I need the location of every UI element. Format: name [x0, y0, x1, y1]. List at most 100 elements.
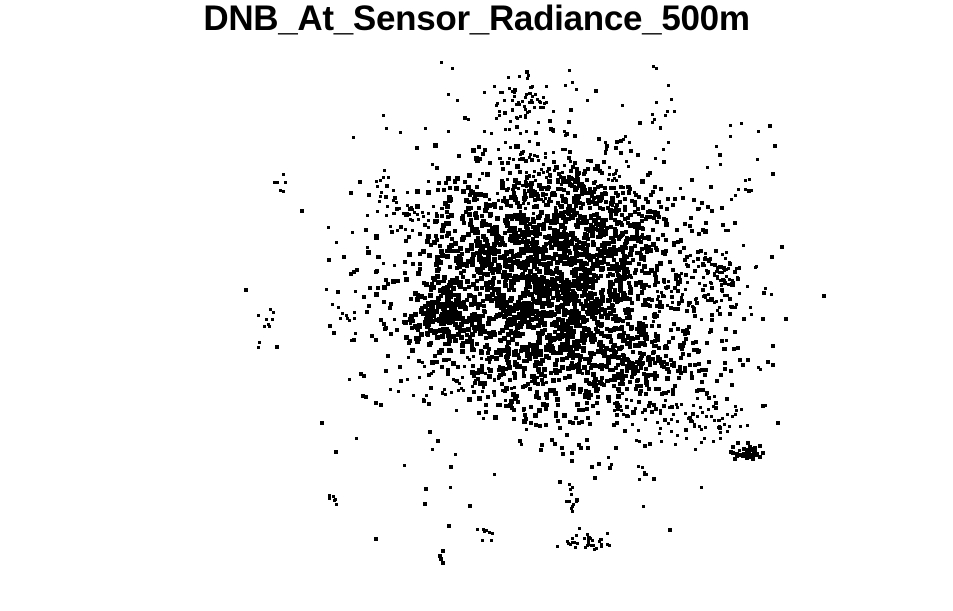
radiance-pixel [596, 395, 600, 399]
radiance-pixel [757, 130, 760, 133]
radiance-pixel [657, 200, 661, 204]
radiance-pixel [483, 237, 488, 242]
radiance-pixel [553, 362, 558, 367]
radiance-pixel [637, 224, 641, 228]
radiance-pixel [413, 211, 416, 214]
radiance-pixel [485, 287, 490, 292]
radiance-pixel [572, 383, 576, 387]
radiance-pixel [320, 421, 324, 425]
radiance-pixel [578, 387, 583, 392]
radiance-pixel [620, 378, 624, 382]
radiance-pixel [423, 365, 426, 368]
radiance-pixel [436, 304, 441, 309]
radiance-pixel [470, 262, 475, 267]
radiance-pixel [523, 189, 526, 192]
radiance-pixel [545, 214, 550, 219]
radiance-pixel [638, 478, 641, 481]
radiance-pixel [718, 425, 721, 428]
radiance-pixel [569, 176, 573, 180]
radiance-pixel [664, 286, 667, 289]
radiance-pixel [632, 235, 636, 239]
radiance-pixel [697, 388, 701, 392]
radiance-pixel [577, 421, 581, 425]
radiance-pixel [487, 356, 492, 361]
radiance-pixel [580, 192, 584, 196]
radiance-pixel [719, 279, 722, 282]
radiance-pixel [640, 179, 645, 184]
radiance-pixel [547, 167, 550, 170]
radiance-pixel [559, 273, 564, 278]
radiance-pixel [689, 216, 693, 220]
radiance-pixel [389, 388, 392, 391]
radiance-pixel [480, 214, 484, 218]
radiance-pixel [536, 197, 540, 201]
radiance-pixel [654, 387, 658, 391]
radiance-pixel [546, 255, 551, 260]
radiance-pixel [450, 278, 455, 283]
radiance-pixel [482, 528, 485, 531]
radiance-pixel [710, 313, 714, 317]
radiance-pixel [563, 179, 568, 184]
radiance-pixel [607, 289, 612, 294]
radiance-pixel [522, 371, 525, 374]
radiance-pixel [470, 228, 475, 233]
radiance-pixel [608, 280, 613, 285]
radiance-pixel [593, 377, 598, 382]
radiance-pixel [701, 388, 705, 392]
radiance-pixel [492, 257, 497, 262]
radiance-pixel [576, 220, 580, 224]
radiance-pixel [499, 206, 503, 210]
radiance-pixel [615, 278, 620, 283]
radiance-pixel [376, 210, 379, 213]
radiance-pixel [504, 367, 508, 371]
radiance-pixel [503, 280, 507, 284]
radiance-pixel [560, 242, 564, 246]
radiance-pixel [502, 254, 507, 259]
radiance-pixel [595, 261, 599, 265]
radiance-pixel [581, 307, 585, 311]
radiance-pixel [428, 430, 432, 434]
radiance-pixel [646, 235, 651, 240]
radiance-pixel [633, 271, 637, 275]
radiance-pixel [694, 448, 697, 451]
radiance-pixel [389, 225, 392, 228]
radiance-pixel [525, 171, 528, 174]
radiance-pixel [626, 342, 630, 346]
radiance-pixel [603, 186, 607, 190]
radiance-pixel [693, 269, 697, 273]
radiance-pixel [539, 331, 544, 336]
radiance-pixel [545, 311, 550, 316]
radiance-pixel [480, 244, 485, 249]
radiance-pixel [463, 287, 467, 291]
radiance-pixel [518, 295, 523, 300]
radiance-pixel [415, 146, 419, 150]
radiance-pixel [515, 116, 518, 119]
radiance-pixel [509, 399, 514, 404]
radiance-pixel [773, 144, 777, 148]
radiance-pixel [379, 195, 382, 198]
radiance-pixel [578, 252, 583, 257]
radiance-pixel [560, 224, 565, 229]
radiance-pixel [638, 341, 643, 346]
radiance-pixel [728, 297, 732, 301]
radiance-pixel [587, 304, 592, 309]
radiance-pixel [565, 344, 570, 349]
radiance-pixel [525, 384, 528, 387]
radiance-pixel [349, 191, 353, 195]
radiance-pixel [654, 279, 658, 283]
radiance-pixel [382, 114, 385, 117]
radiance-pixel [366, 214, 369, 217]
radiance-pixel [640, 235, 644, 239]
radiance-pixel [571, 329, 576, 334]
radiance-pixel [539, 186, 544, 191]
radiance-pixel [643, 471, 646, 474]
radiance-pixel [416, 328, 420, 332]
radiance-pixel [374, 338, 378, 342]
radiance-pixel [492, 202, 497, 207]
radiance-pixel [578, 201, 582, 205]
radiance-pixel [647, 387, 651, 391]
radiance-pixel [646, 335, 649, 338]
radiance-pixel [600, 538, 603, 541]
radiance-pixel [563, 301, 568, 306]
radiance-pixel [490, 262, 494, 266]
